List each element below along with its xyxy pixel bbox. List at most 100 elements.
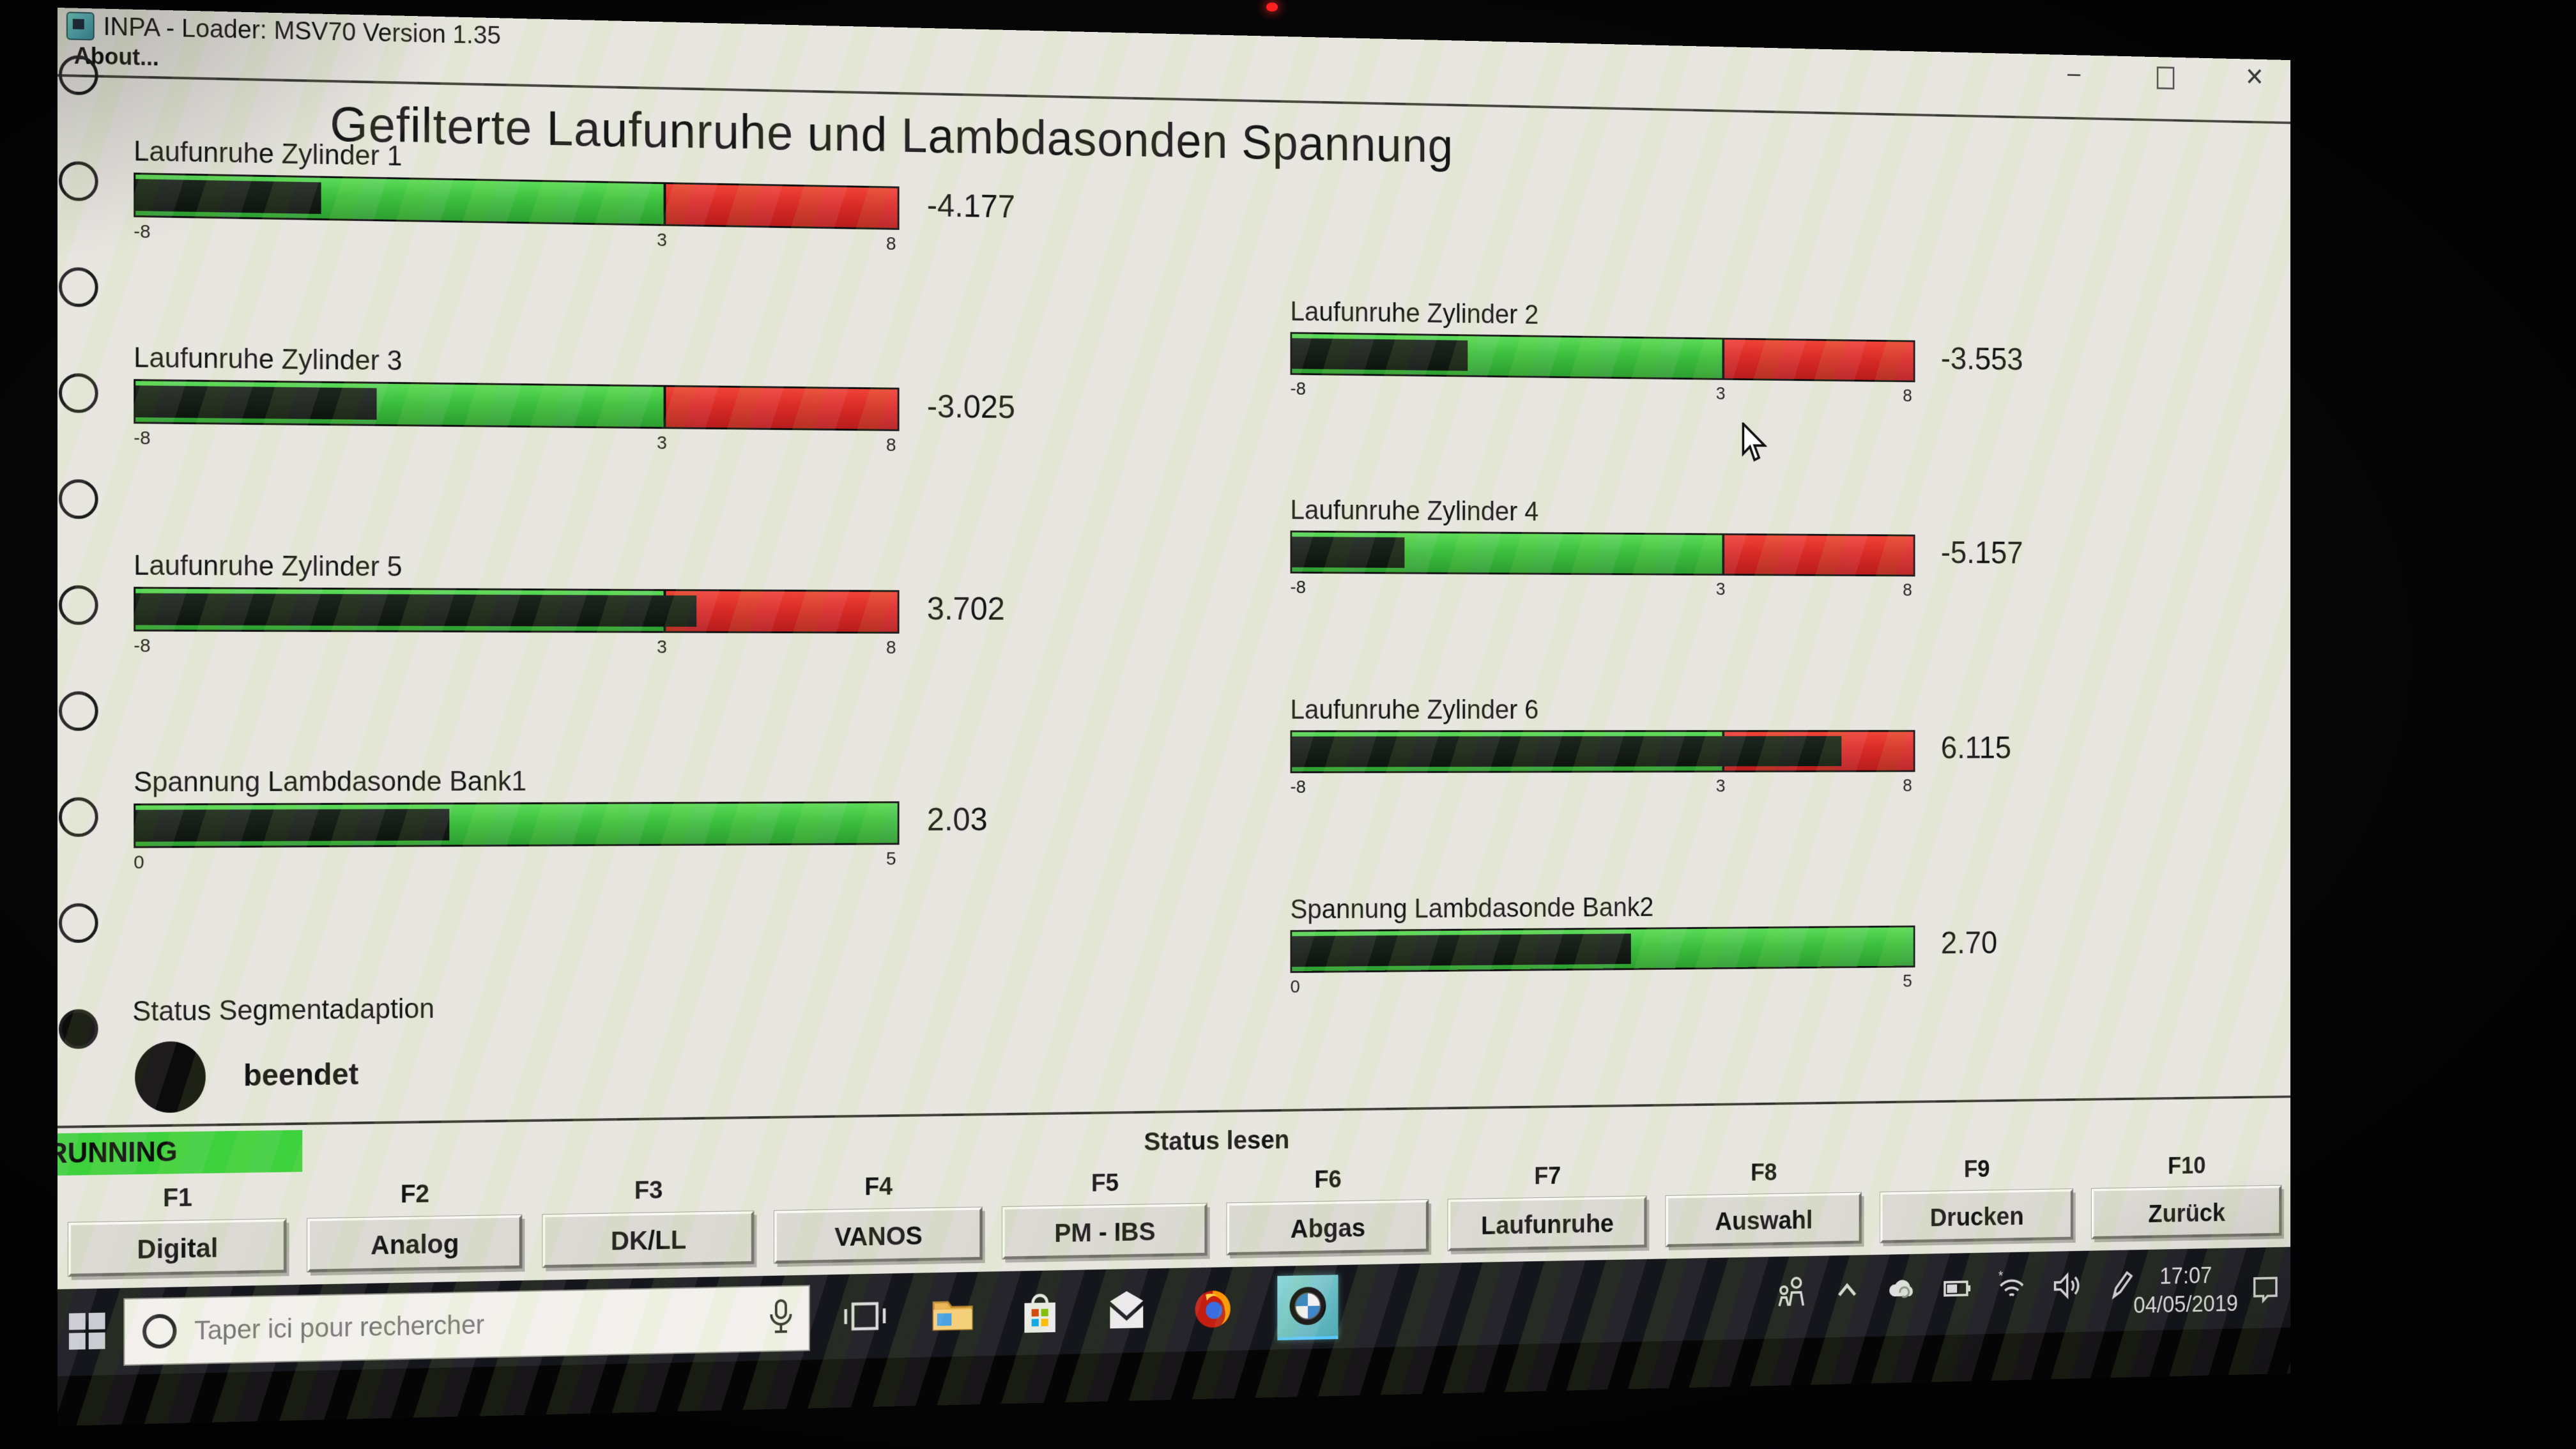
gauge-value-fill — [1292, 537, 1405, 568]
fkey-button-f3[interactable]: DK/LL — [542, 1211, 754, 1268]
camera-led — [1266, 3, 1278, 12]
function-key-slot: F2 Analog — [296, 1177, 532, 1282]
function-key-name: F5 — [1091, 1169, 1119, 1197]
edge-indicator-circle — [58, 797, 98, 837]
inpa-app-icon — [66, 12, 95, 41]
gauge-tick-min: -8 — [1290, 378, 1306, 399]
function-key-slot: F5 PM - IBS — [992, 1167, 1217, 1269]
edge-indicator-circle — [58, 267, 98, 307]
gauge-tick-min: -8 — [134, 635, 151, 657]
gauge-tick-min: -8 — [1290, 577, 1306, 598]
edge-indicator-circle — [58, 903, 98, 943]
edge-indicator-circle — [58, 161, 98, 202]
function-key-slot: F8 Auswahl — [1656, 1156, 1871, 1257]
function-key-name: F6 — [1314, 1165, 1342, 1193]
gauge-cyl6: Laufunruhe Zylinder 6 -8 3 8 6.115 — [1290, 694, 2145, 799]
gauge-ticks: -8 3 8 — [1291, 772, 1912, 799]
mail-icon[interactable] — [1105, 1288, 1148, 1333]
clock-time: 17:07 — [2159, 1263, 2212, 1289]
gauge-tick-threshold: 3 — [657, 636, 668, 657]
gauge-cyl4: Laufunruhe Zylinder 4 -8 3 8 -5.157 — [1290, 494, 2145, 602]
gauge-tick-min: 0 — [134, 852, 144, 873]
gauge-value-fill — [135, 179, 321, 214]
segment-adaption-label: Status Segmentadaption — [132, 993, 434, 1027]
gauge-label: Laufunruhe Zylinder 4 — [1290, 494, 1539, 527]
segment-adaption-value: beendet — [243, 1057, 359, 1093]
function-key-name: F10 — [2168, 1152, 2206, 1179]
mouse-cursor — [1741, 422, 1767, 465]
taskbar-search[interactable] — [123, 1285, 810, 1366]
search-input[interactable] — [193, 1303, 768, 1347]
gauge-cyl1: Laufunruhe Zylinder 1 -8 3 8 -4.177 — [134, 135, 1146, 259]
function-key-name: F8 — [1751, 1159, 1777, 1186]
function-key-name: F7 — [1534, 1162, 1561, 1190]
gauge-bar — [1290, 730, 1915, 774]
gauge-bank1: Spannung Lambdasonde Bank1 0 5 2.03 — [134, 765, 1146, 875]
fkey-button-f1[interactable]: Digital — [68, 1219, 286, 1276]
minimize-button[interactable]: – — [2067, 58, 2081, 87]
function-key-name: F1 — [162, 1183, 193, 1213]
pen-icon[interactable] — [2105, 1268, 2136, 1301]
start-button[interactable] — [68, 1312, 106, 1351]
gauge-tick-max: 5 — [1903, 970, 1912, 992]
gauge-value-fill — [135, 809, 450, 842]
gauge-tick-max: 8 — [1903, 579, 1912, 600]
function-key-name: F9 — [1963, 1156, 1990, 1183]
function-key-slot: F9 Drucken — [1871, 1153, 2082, 1253]
gauge-value-fill — [135, 593, 697, 627]
gauge-label: Spannung Lambdasonde Bank2 — [1290, 892, 1654, 925]
gauge-red-zone — [663, 387, 898, 429]
volume-icon[interactable] — [2051, 1269, 2082, 1303]
gauge-value: 6.115 — [1940, 730, 2012, 765]
cortana-icon[interactable] — [142, 1314, 177, 1349]
file-explorer-icon[interactable] — [931, 1292, 974, 1337]
gauge-cyl3: Laufunruhe Zylinder 3 -8 3 8 -3.025 — [134, 342, 1146, 459]
gauge-ticks: 0 5 — [1291, 967, 1912, 999]
people-icon[interactable] — [1776, 1274, 1808, 1308]
function-key-slot: F4 VANOS — [764, 1170, 992, 1273]
taskbar: * 17:07 04/05/2019 — [57, 1246, 2291, 1376]
edge-indicator-circle — [58, 479, 98, 519]
microphone-icon[interactable] — [768, 1299, 795, 1338]
firefox-icon[interactable] — [1192, 1287, 1234, 1332]
close-button[interactable]: ✕ — [2244, 62, 2264, 91]
fkey-button-f6[interactable]: Abgas — [1227, 1200, 1429, 1255]
chevron-up-icon[interactable] — [1831, 1273, 1862, 1308]
function-key-slot: F7 Laufunruhe — [1438, 1160, 1656, 1261]
function-key-slot: F1 Digital — [57, 1181, 296, 1287]
onedrive-icon[interactable] — [1887, 1272, 1918, 1307]
function-key-name: F2 — [400, 1179, 430, 1209]
gauge-label: Laufunruhe Zylinder 5 — [134, 549, 402, 583]
edge-indicator-circle — [58, 585, 98, 625]
gauge-bar — [1290, 332, 1915, 383]
fkey-button-f5[interactable]: PM - IBS — [1002, 1203, 1208, 1259]
fkey-button-f4[interactable]: VANOS — [774, 1207, 983, 1264]
battery-icon[interactable] — [1942, 1271, 1973, 1305]
gauge-value: -5.157 — [1940, 535, 2023, 571]
gauge-cyl5: Laufunruhe Zylinder 5 -8 3 8 3.702 — [134, 550, 1146, 661]
taskbar-app-icons — [843, 1274, 1338, 1347]
gauge-tick-min: -8 — [134, 220, 151, 243]
fkey-button-f7[interactable]: Laufunruhe — [1448, 1196, 1646, 1251]
action-center-icon[interactable] — [2250, 1272, 2281, 1309]
maximize-button[interactable] — [2150, 59, 2179, 91]
wifi-disconnected-icon[interactable]: * — [1996, 1268, 2027, 1304]
task-view-icon[interactable] — [843, 1294, 887, 1339]
microsoft-store-icon[interactable] — [1018, 1290, 1061, 1335]
gauge-tick-threshold: 3 — [657, 433, 668, 454]
fkey-button-f9[interactable]: Drucken — [1880, 1189, 2073, 1243]
gauge-red-zone — [1722, 339, 1913, 381]
gauge-ticks: 0 5 — [134, 845, 896, 875]
bmw-inpa-icon[interactable] — [1277, 1274, 1338, 1340]
gauge-ticks: -8 3 8 — [1291, 574, 1912, 602]
taskbar-clock[interactable]: 17:07 04/05/2019 — [2133, 1261, 2238, 1321]
edge-indicator-circle — [58, 691, 98, 731]
fkey-button-f8[interactable]: Auswahl — [1666, 1192, 1862, 1247]
fkey-button-f10[interactable]: Zurück — [2091, 1185, 2281, 1239]
fkey-button-f2[interactable]: Analog — [307, 1215, 522, 1272]
gauge-value: 2.70 — [1940, 925, 1998, 961]
gauge-tick-min: -8 — [134, 427, 151, 449]
gauge-bar — [134, 379, 900, 431]
function-key-name: F3 — [634, 1176, 663, 1205]
segment-adaption-indicator — [135, 1041, 206, 1114]
